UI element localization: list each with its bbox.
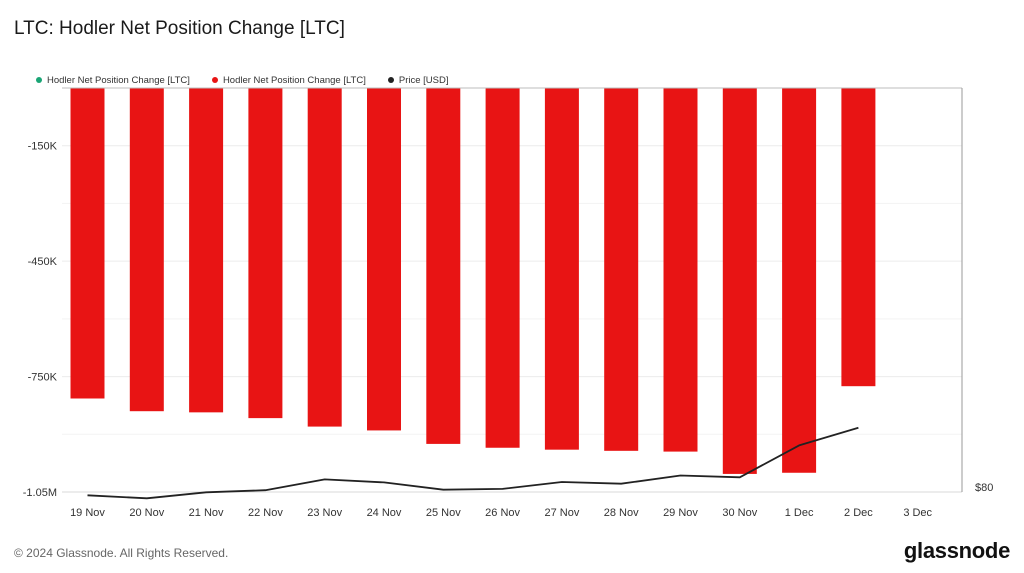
bar xyxy=(663,88,698,452)
x-tick-label: 3 Dec xyxy=(903,507,932,519)
legend-item-red[interactable]: Hodler Net Position Change [LTC] xyxy=(211,74,366,86)
x-tick-label: 27 Nov xyxy=(544,507,579,519)
bar xyxy=(485,88,520,448)
x-tick-label: 21 Nov xyxy=(189,507,224,519)
copyright-text: © 2024 Glassnode. All Rights Reserved. xyxy=(14,546,229,560)
x-tick-label: 24 Nov xyxy=(367,507,402,519)
bar xyxy=(782,88,817,473)
y-right-tick-label: $80 xyxy=(975,482,993,494)
x-tick-label: 23 Nov xyxy=(307,507,342,519)
bar xyxy=(722,88,757,474)
legend-label: Hodler Net Position Change [LTC] xyxy=(47,74,190,86)
legend-item-green[interactable]: Hodler Net Position Change [LTC] xyxy=(36,75,190,86)
x-tick-label: 29 Nov xyxy=(663,507,698,519)
legend-green-dot-icon xyxy=(36,77,42,83)
x-tick-label: 28 Nov xyxy=(604,507,639,519)
legend-red-dot-icon xyxy=(211,77,218,83)
x-tick-label: 22 Nov xyxy=(248,507,283,519)
x-tick-label: 2 Dec xyxy=(844,507,873,519)
bar xyxy=(189,88,224,413)
price-line xyxy=(87,426,859,500)
x-tick-label: 19 Nov xyxy=(70,507,105,519)
legend-black-dot-icon xyxy=(387,77,394,83)
x-tick-label: 30 Nov xyxy=(722,507,757,519)
y-tick-label: -450K xyxy=(28,256,58,268)
chart-title: LTC: Hodler Net Position Change [LTC] xyxy=(14,18,345,39)
bar xyxy=(70,88,105,399)
bar xyxy=(544,88,579,450)
bar xyxy=(604,88,639,451)
y-tick-label: -1.05M xyxy=(23,487,57,499)
y-tick-label: -750K xyxy=(28,372,58,384)
bar xyxy=(426,88,461,444)
x-tick-label: 26 Nov xyxy=(485,507,520,519)
bar xyxy=(367,88,401,431)
brand-logo: glassnode xyxy=(903,538,1010,563)
legend-label: Price [USD] xyxy=(398,74,449,86)
x-tick-label: 1 Dec xyxy=(785,507,814,519)
y-tick-label: -150K xyxy=(28,141,58,153)
bar xyxy=(248,88,283,419)
x-tick-label: 20 Nov xyxy=(129,507,164,519)
legend-label: Hodler Net Position Change [LTC] xyxy=(222,74,366,86)
bar xyxy=(841,88,876,387)
x-tick-label: 25 Nov xyxy=(426,507,461,519)
chart-legend: Hodler Net Position Change [LTC] Hodler … xyxy=(36,73,449,87)
bar xyxy=(307,88,342,427)
legend-item-price[interactable]: Price [USD] xyxy=(387,74,449,86)
bar xyxy=(129,88,164,412)
